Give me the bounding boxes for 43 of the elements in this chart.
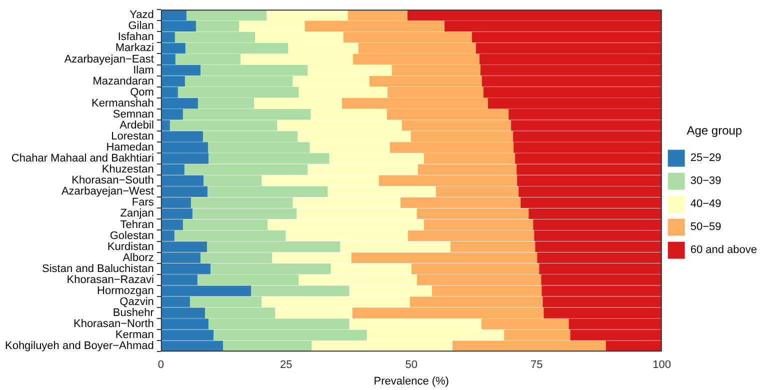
y-tick-label: Khuzestan (102, 164, 154, 176)
legend-label: 40−49 (690, 198, 722, 210)
legend-title: Age group (686, 124, 742, 138)
legend-label: 25−29 (690, 152, 722, 164)
y-tick-label: Ilam (133, 64, 154, 76)
x-tick-label: 0 (158, 359, 164, 372)
y-tick-label: Markazi (115, 42, 154, 54)
legend-label: 60 and above (690, 244, 757, 256)
y-tick-label: Hamedan (106, 142, 154, 154)
x-tick-label: 25 (280, 359, 292, 372)
y-tick-label: Khorasan−North (73, 318, 154, 330)
y-tick-label: Yazd (130, 9, 154, 22)
y-tick-label: Khorasan−South (72, 174, 154, 187)
y-tick-label: Qom (130, 86, 154, 98)
y-tick-label: Bushehr (112, 307, 154, 320)
y-tick-label: Kermanshah (92, 97, 154, 110)
x-tick-label: 50 (405, 359, 418, 372)
y-tick-label: Sistan and Baluchistan (42, 262, 154, 275)
y-tick-label: Fars (132, 196, 154, 209)
legend-label: 30−39 (690, 175, 722, 188)
y-tick-label: Kerman (115, 329, 154, 342)
y-tick-label: Alborz (122, 252, 154, 264)
y-tick-label: Tehran (120, 218, 154, 231)
y-tick-label: Lorestan (111, 130, 154, 142)
y-tick-label: Semnan (112, 108, 154, 120)
y-tick-label: Ardebil (120, 119, 154, 132)
x-tick-label: 75 (530, 359, 543, 372)
y-tick-label: Mazandaran (92, 75, 154, 88)
y-tick-label: Golestan (110, 230, 154, 242)
y-tick-label: Kohgiluyeh and Boyer−Ahmad (4, 340, 154, 352)
y-tick-label: Kurdistan (107, 240, 154, 253)
y-tick-label: Qazvin (120, 296, 154, 308)
y-tick-label: Khorasan−Razavi (66, 274, 154, 286)
y-tick-label: Gilan (128, 20, 154, 32)
x-tick-label: 100 (652, 359, 672, 372)
y-tick-label: Hormozgan (97, 284, 154, 297)
y-tick-label: Isfahan (118, 31, 154, 44)
y-tick-label: Zanjan (120, 208, 154, 220)
legend-label: 50−59 (690, 221, 722, 234)
x-axis-title: Prevalence (%) (374, 375, 449, 388)
y-tick-label: Chahar Mahaal and Bakhtiari (11, 152, 154, 165)
y-tick-label: Azarbayejan−West (61, 186, 154, 198)
y-tick-label: Azarbayejan−East (64, 53, 154, 66)
